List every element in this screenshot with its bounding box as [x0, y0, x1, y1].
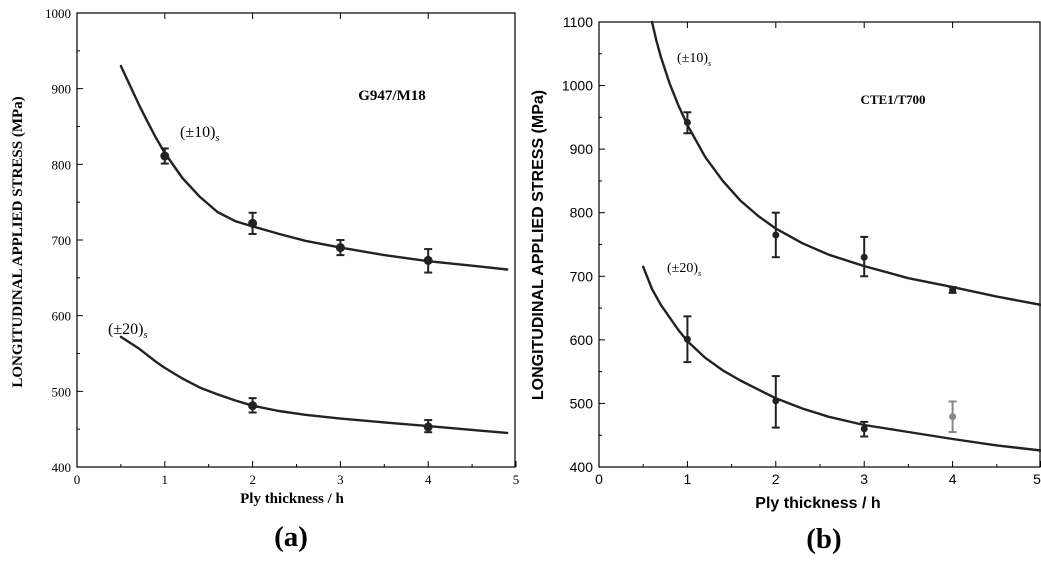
chart-b-y-tick-label: 900: [570, 141, 594, 157]
chart-a-data-point: [423, 255, 433, 265]
chart-a-x-tick-label: 2: [249, 472, 256, 487]
chart-b-y-tick-label: 800: [570, 205, 594, 221]
chart-a-y-tick-label: 1000: [45, 6, 71, 21]
chart-a-y-tick-label: 600: [52, 309, 72, 324]
chart-a-title: G947/M18: [358, 88, 426, 104]
chart-b-y-axis-label: LONGITUDINAL APPLIED STRESS (MPa): [530, 90, 547, 400]
chart-b-series-1-label: (±10)s: [677, 51, 711, 68]
chart-a-y-axis-label: LONGITUDINAL APPLIED STRESS (MPa): [10, 96, 26, 387]
chart-a-x-tick-label: 1: [162, 472, 169, 487]
chart-b-y-tick-label: 500: [570, 395, 594, 411]
chart-a-x-tick-label: 5: [513, 472, 520, 487]
chart-b-data-point: [949, 413, 957, 421]
panel-a-caption: (a): [274, 521, 308, 553]
chart-a-series-2-label: (±20)s: [108, 321, 147, 341]
chart-a-y-tick-label: 700: [52, 233, 72, 248]
chart-b-series-2-fit-curve: [642, 265, 1041, 452]
chart-a-y-tick-label: 500: [52, 384, 72, 399]
chart-b-x-tick-label: 0: [595, 471, 603, 487]
chart-b-data-point: [949, 286, 957, 294]
chart-b-data-point: [772, 231, 780, 239]
chart-panel-b: CTE1/T700 Ply thickness / h LONGITUDINAL…: [530, 14, 1041, 555]
chart-b-x-tick-label: 5: [1033, 471, 1041, 487]
chart-a-series-1-fit-curve: [119, 64, 509, 271]
chart-b-data-point: [860, 425, 868, 433]
chart-b-y-tick-label: 600: [570, 332, 594, 348]
chart-b-x-tick-label: 2: [772, 471, 780, 487]
chart-b-data-point: [860, 253, 868, 261]
chart-a-y-tick-label: 800: [52, 157, 72, 172]
chart-a-plot-frame: [76, 12, 516, 468]
chart-a-y-tick-label: 400: [52, 460, 72, 475]
chart-b-x-axis-label: Ply thickness / h: [755, 495, 880, 512]
chart-a-series-1-label: (±10)s: [180, 124, 219, 144]
chart-b-y-tick-label: 1100: [563, 14, 593, 30]
chart-a-data-point: [160, 151, 170, 161]
chart-a-x-tick-label: 0: [74, 472, 81, 487]
chart-b-y-tick-label: 700: [570, 268, 594, 284]
chart-a-x-axis-label: Ply thickness / h: [240, 491, 344, 507]
chart-panel-a: G947/M18 Ply thickness / h LONGITUDINAL …: [10, 6, 519, 553]
chart-b-y-tick-label: 400: [570, 459, 594, 475]
chart-b-data-point: [683, 335, 691, 343]
chart-b-plot-area: 0 1 2 3 4 5 400 500 600 700 800 900 1000 1100 (±10)s (±…: [562, 14, 1041, 487]
chart-b-y-tick-label: 1000: [562, 78, 593, 94]
chart-b-x-tick-label: 4: [949, 471, 957, 487]
chart-a-series-2-fit-curve: [119, 335, 509, 435]
chart-a-data-point: [335, 243, 345, 253]
chart-a-x-tick-label: 4: [425, 472, 432, 487]
chart-b-plot-frame: [598, 21, 1041, 468]
chart-a-data-point: [423, 422, 433, 432]
chart-a-x-tick-label: 3: [337, 472, 344, 487]
chart-b-data-point: [683, 118, 691, 126]
chart-b-series-2-label: (±20)s: [667, 261, 701, 278]
chart-b-x-tick-label: 1: [684, 471, 692, 487]
chart-a-y-tick-label: 900: [52, 82, 72, 97]
panel-b-caption: (b): [806, 523, 841, 555]
chart-b-series-1-fit-curve: [650, 20, 1041, 307]
chart-b-title: CTE1/T700: [860, 92, 925, 107]
chart-b-x-tick-label: 3: [860, 471, 868, 487]
chart-a-data-point: [248, 218, 258, 228]
chart-a-data-point: [248, 401, 258, 411]
chart-a-plot-area: 0 1 2 3 4 5 400 500 600 700 800 900 1000 (±10)s (±20)s: [45, 6, 519, 487]
chart-b-data-point: [772, 397, 780, 405]
